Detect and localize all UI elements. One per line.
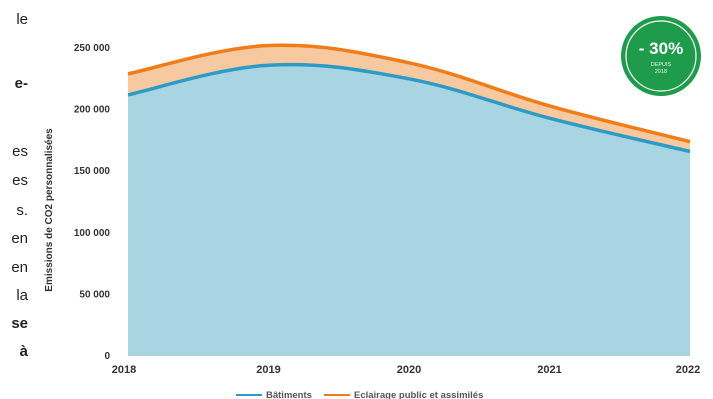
y-tick-label: 250 000 — [74, 43, 111, 54]
body-text-fragment: e- — [14, 75, 28, 92]
badge-caption-line1: DEPUIS — [651, 62, 672, 68]
y-axis-ticks: 0 50 000 100 000 150 000 200 000 250 000 — [74, 43, 111, 362]
body-text-fragment: se — [11, 315, 28, 332]
y-tick-label: 150 000 — [74, 166, 111, 177]
body-text-fragment: en — [11, 259, 28, 276]
body-text-fragment: en — [11, 230, 28, 247]
y-axis-label: Emissions de CO2 personnalisées — [44, 128, 55, 292]
body-text-fragment: la — [16, 287, 28, 304]
badge-caption-line2: 2018 — [655, 69, 667, 75]
line-batiments — [127, 62, 691, 154]
badge-circle — [621, 16, 701, 96]
reduction-badge: - 30% DEPUIS 2018 — [621, 16, 701, 96]
y-tick-label: 100 000 — [74, 228, 111, 239]
line-layer — [127, 43, 691, 154]
badge-ring — [625, 20, 697, 92]
x-tick-label: 2019 — [256, 364, 280, 376]
area-layer — [128, 45, 690, 357]
x-tick-label: 2018 — [112, 364, 136, 376]
x-tick-label: 2020 — [397, 364, 421, 376]
legend-label-eclairage: Eclairage public et assimilés — [354, 390, 483, 399]
y-tick-label: 0 — [104, 351, 110, 362]
x-tick-label: 2021 — [537, 364, 561, 376]
x-tick-label: 2022 — [676, 364, 700, 376]
legend: Bâtiments Eclairage public et assimilés — [236, 390, 483, 399]
x-axis-ticks: 2018 2019 2020 2021 2022 — [112, 364, 700, 376]
body-text-fragment: à — [19, 343, 28, 360]
body-text-fragment: es — [12, 172, 28, 189]
legend-label-batiments: Bâtiments — [266, 390, 312, 399]
body-text-fragment: es — [12, 143, 28, 160]
badge-value: - 30% — [639, 39, 683, 58]
area-eclairage — [128, 45, 690, 152]
y-tick-label: 50 000 — [79, 289, 110, 300]
truncated-body-text: le e-es es s. en en la se à — [0, 0, 30, 399]
body-text-fragment: s. — [16, 202, 28, 219]
y-tick-label: 200 000 — [74, 105, 111, 116]
area-batiments — [128, 64, 690, 357]
line-eclairage — [127, 43, 691, 144]
body-text-fragment: le — [16, 11, 28, 28]
